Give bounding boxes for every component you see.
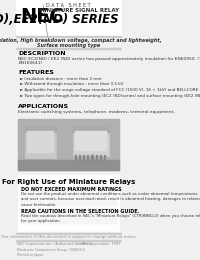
Text: FEATURES: FEATURES [18, 70, 54, 75]
Text: ► Applicable for the surge-voltage standard of FCC (1500 V), 16 + 1kV) and BELLC: ► Applicable for the surge-voltage stand… [20, 88, 200, 92]
Bar [73, 127, 109, 156]
Bar [100, 155, 101, 160]
Text: ► Two types for through-hole mounting (EC2 (ND)series) and surface mounting (EE2: ► Two types for through-hole mounting (E… [20, 94, 200, 98]
Bar [20, 186, 117, 206]
Text: High insulation, High breakdown voltage, compact and lightweight,: High insulation, High breakdown voltage,… [0, 38, 162, 43]
Bar [96, 155, 97, 160]
Bar [104, 155, 105, 160]
Bar [16, 36, 122, 37]
Text: EC2(ND),EE2(ND) SERIES: EC2(ND),EE2(ND) SERIES [0, 13, 119, 26]
Bar [18, 160, 119, 170]
Bar [27, 131, 54, 153]
Text: ► Insulation distance : more than 2 mm: ► Insulation distance : more than 2 mm [20, 76, 102, 81]
Bar [16, 0, 122, 37]
Bar [20, 208, 117, 224]
Bar [25, 127, 56, 132]
Bar [16, 48, 122, 49]
Text: Electronic switching systems, telephone, modems, terminal equipment.: Electronic switching systems, telephone,… [18, 110, 175, 114]
Bar [16, 233, 122, 234]
Text: APPLICATIONS: APPLICATIONS [18, 104, 70, 109]
Text: NEC Corporation Inc. / Authorized Distributor
Electronic Components Group, 15082: NEC Corporation Inc. / Authorized Distri… [17, 242, 93, 257]
Bar [87, 155, 88, 160]
Bar [18, 174, 119, 231]
Bar [25, 127, 56, 158]
Text: Surface mounting type: Surface mounting type [37, 43, 100, 48]
Text: READ CAUTIONS IN THE SELECTION GUIDE.: READ CAUTIONS IN THE SELECTION GUIDE. [21, 209, 140, 214]
Bar [18, 119, 119, 170]
Text: NEC EC2(ND) / EE2 (ND) series has passed approximately insulation for EN60950. (: NEC EC2(ND) / EE2 (ND) series has passed… [18, 57, 200, 66]
Text: Do not use the product under abnormal conditions such as under abnormal temperat: Do not use the product under abnormal co… [21, 192, 200, 207]
Text: NEC: NEC [20, 7, 64, 26]
Text: Read the cautious described in NEC's "Miniature Relays" (CTR9NNCL3) when you cho: Read the cautious described in NEC's "Mi… [21, 214, 200, 223]
Text: DESCRIPTION: DESCRIPTION [18, 51, 66, 56]
Bar [79, 155, 80, 160]
Text: MINIATURE SIGNAL RELAY: MINIATURE SIGNAL RELAY [39, 8, 119, 13]
Text: © NEC Corporation  1997: © NEC Corporation 1997 [77, 242, 120, 246]
Text: DO NOT EXCEED MAXIMUM RATINGS: DO NOT EXCEED MAXIMUM RATINGS [21, 187, 122, 192]
Bar [91, 155, 93, 160]
Bar [75, 131, 107, 151]
Text: ► Withstand through insulation : more than 3.5 kV: ► Withstand through insulation : more th… [20, 82, 124, 86]
Bar [73, 127, 109, 132]
Text: For Right Use of Miniature Relays: For Right Use of Miniature Relays [2, 179, 135, 185]
Bar [83, 155, 84, 160]
Bar [75, 155, 76, 160]
Text: The information in this document is subject to change without notice.: The information in this document is subj… [1, 235, 137, 239]
Text: D A T A   S H E E T: D A T A S H E E T [46, 3, 91, 8]
